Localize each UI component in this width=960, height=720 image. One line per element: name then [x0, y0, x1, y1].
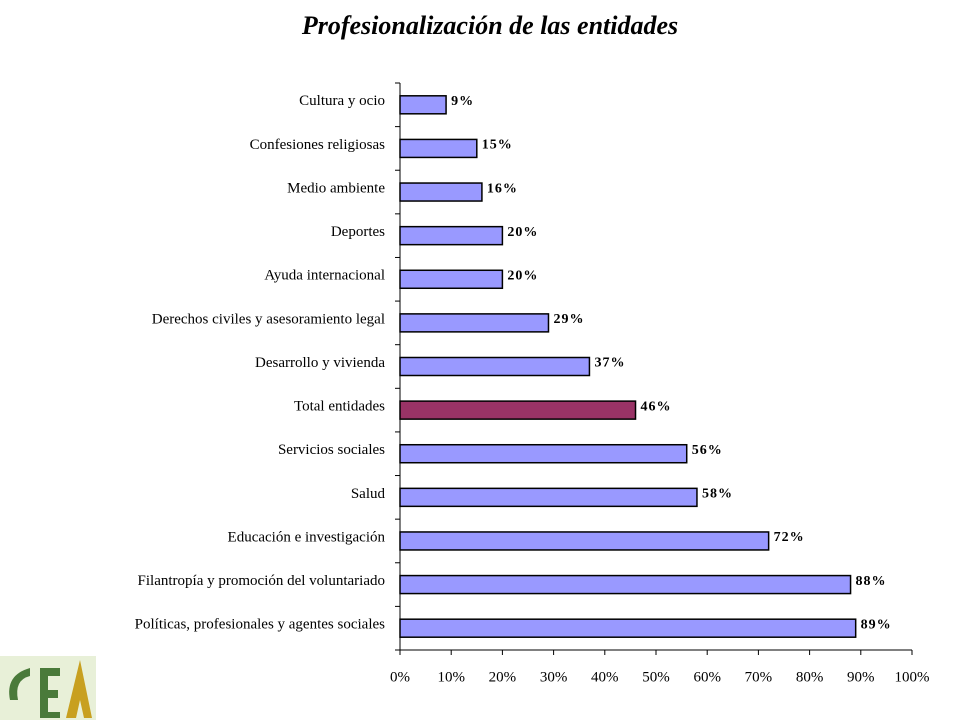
y-tick-label: Desarrollo y vivienda — [255, 355, 385, 371]
logo-shape — [66, 660, 92, 718]
value-label: 15% — [482, 138, 513, 153]
x-tick-label: 70% — [745, 669, 773, 685]
y-tick-label: Servicios sociales — [278, 442, 385, 458]
y-tick-label: Medio ambiente — [287, 180, 385, 196]
x-tick-label: 0% — [390, 669, 410, 685]
logo-shape — [40, 668, 60, 718]
bar — [399, 138, 478, 159]
value-label: 58% — [702, 487, 733, 502]
value-label: 20% — [507, 225, 538, 240]
x-tick-label: 80% — [796, 669, 824, 685]
value-label: 72% — [774, 530, 805, 545]
x-tick-label: 40% — [591, 669, 619, 685]
bar — [399, 443, 688, 464]
bar — [399, 313, 550, 333]
x-tick-label: 90% — [847, 669, 875, 685]
x-tick-label: 60% — [693, 669, 721, 685]
value-label: 16% — [487, 181, 518, 196]
y-tick-label: Ayuda internacional — [264, 268, 385, 284]
chart-title: Profesionalización de las entidades — [301, 11, 678, 40]
value-label: 20% — [507, 268, 538, 283]
bar — [399, 356, 591, 377]
y-tick-label: Filantropía y promoción del voluntariado — [138, 573, 385, 589]
x-tick-label: 50% — [642, 669, 670, 685]
value-label: 46% — [641, 399, 672, 414]
y-tick-label: Salud — [351, 486, 386, 502]
x-tick-label: 20% — [489, 669, 517, 685]
x-tick-label: 10% — [437, 669, 465, 685]
y-tick-label: Políticas, profesionales y agentes socia… — [135, 617, 386, 633]
bar — [399, 182, 483, 202]
bar — [399, 225, 504, 246]
y-tick-label: Total entidades — [294, 399, 385, 415]
logo — [0, 656, 96, 720]
value-label: 89% — [861, 617, 892, 632]
y-tick-label: Derechos civiles y asesoramiento legal — [152, 311, 385, 327]
value-label: 37% — [594, 356, 625, 371]
value-label: 88% — [856, 574, 887, 589]
x-tick-label: 30% — [540, 669, 568, 685]
y-tick-label: Cultura y ocio — [299, 93, 385, 109]
value-label: 56% — [692, 443, 723, 458]
logo-shape — [9, 668, 30, 700]
y-tick-label: Educación e investigación — [228, 529, 386, 545]
bar — [399, 531, 770, 551]
value-label: 29% — [553, 312, 584, 327]
y-tick-label: Confesiones religiosas — [250, 137, 386, 153]
bar — [399, 618, 857, 638]
bar — [399, 269, 504, 290]
bar — [399, 95, 447, 115]
bar — [399, 487, 698, 508]
value-label: 9% — [451, 94, 474, 109]
x-tick-label: 100% — [895, 669, 930, 685]
bar — [399, 574, 852, 595]
bar — [399, 400, 637, 420]
y-tick-label: Deportes — [331, 224, 385, 240]
